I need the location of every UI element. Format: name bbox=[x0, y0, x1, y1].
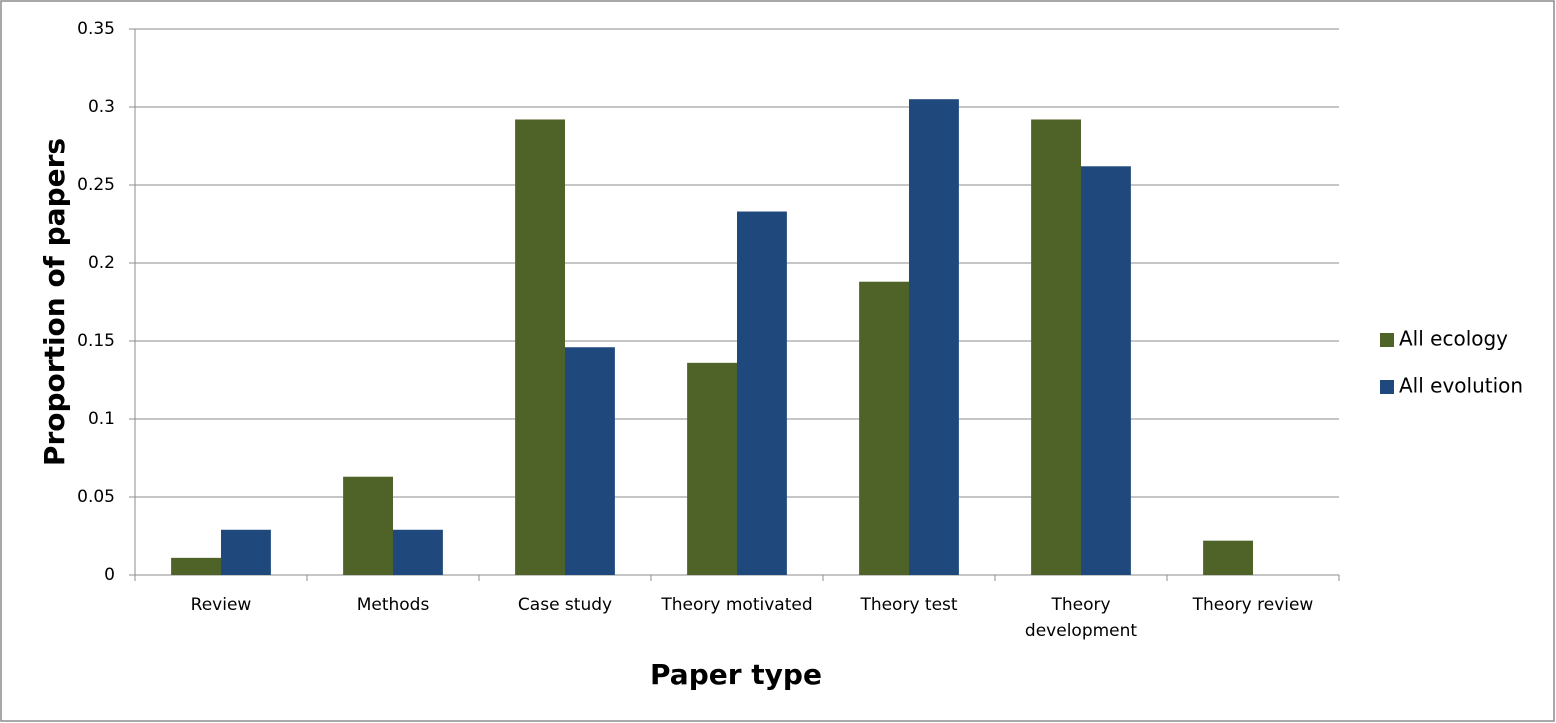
legend-swatch bbox=[1380, 380, 1394, 394]
y-tick-label: 0 bbox=[104, 565, 115, 585]
bar bbox=[515, 119, 565, 575]
x-axis-title: Paper type bbox=[650, 658, 822, 691]
x-tick-label: Theory test bbox=[859, 595, 957, 615]
bar bbox=[1203, 540, 1253, 575]
y-tick-label: 0.3 bbox=[88, 97, 115, 117]
legend-label: All evolution bbox=[1399, 374, 1523, 398]
x-tick-label: Theory motivated bbox=[660, 595, 812, 615]
bar bbox=[393, 529, 443, 575]
bar bbox=[171, 557, 221, 575]
bar bbox=[909, 99, 959, 575]
y-tick-label: 0.15 bbox=[77, 331, 115, 351]
bar bbox=[737, 211, 787, 575]
bar bbox=[565, 347, 615, 575]
y-tick-label: 0.25 bbox=[77, 175, 115, 195]
bar bbox=[343, 476, 393, 575]
legend-label: All ecology bbox=[1399, 327, 1508, 351]
bar bbox=[687, 362, 737, 575]
x-tick-label: Methods bbox=[357, 595, 430, 615]
y-tick-label: 0.2 bbox=[88, 253, 115, 273]
x-tick-label: Theory development bbox=[1025, 595, 1137, 641]
y-axis-title: Proportion of papers bbox=[38, 138, 71, 466]
x-tick-label: Case study bbox=[518, 595, 612, 615]
bar bbox=[1081, 166, 1131, 575]
y-tick-label: 0.05 bbox=[77, 487, 115, 507]
y-tick-label: 0.35 bbox=[77, 19, 115, 39]
legend-swatch bbox=[1380, 333, 1394, 347]
bar bbox=[221, 529, 271, 575]
x-tick-label: Review bbox=[191, 595, 252, 615]
bar bbox=[1031, 119, 1081, 575]
bar bbox=[859, 281, 909, 575]
x-tick-label: Theory review bbox=[1192, 595, 1314, 615]
y-tick-label: 0.1 bbox=[88, 409, 115, 429]
